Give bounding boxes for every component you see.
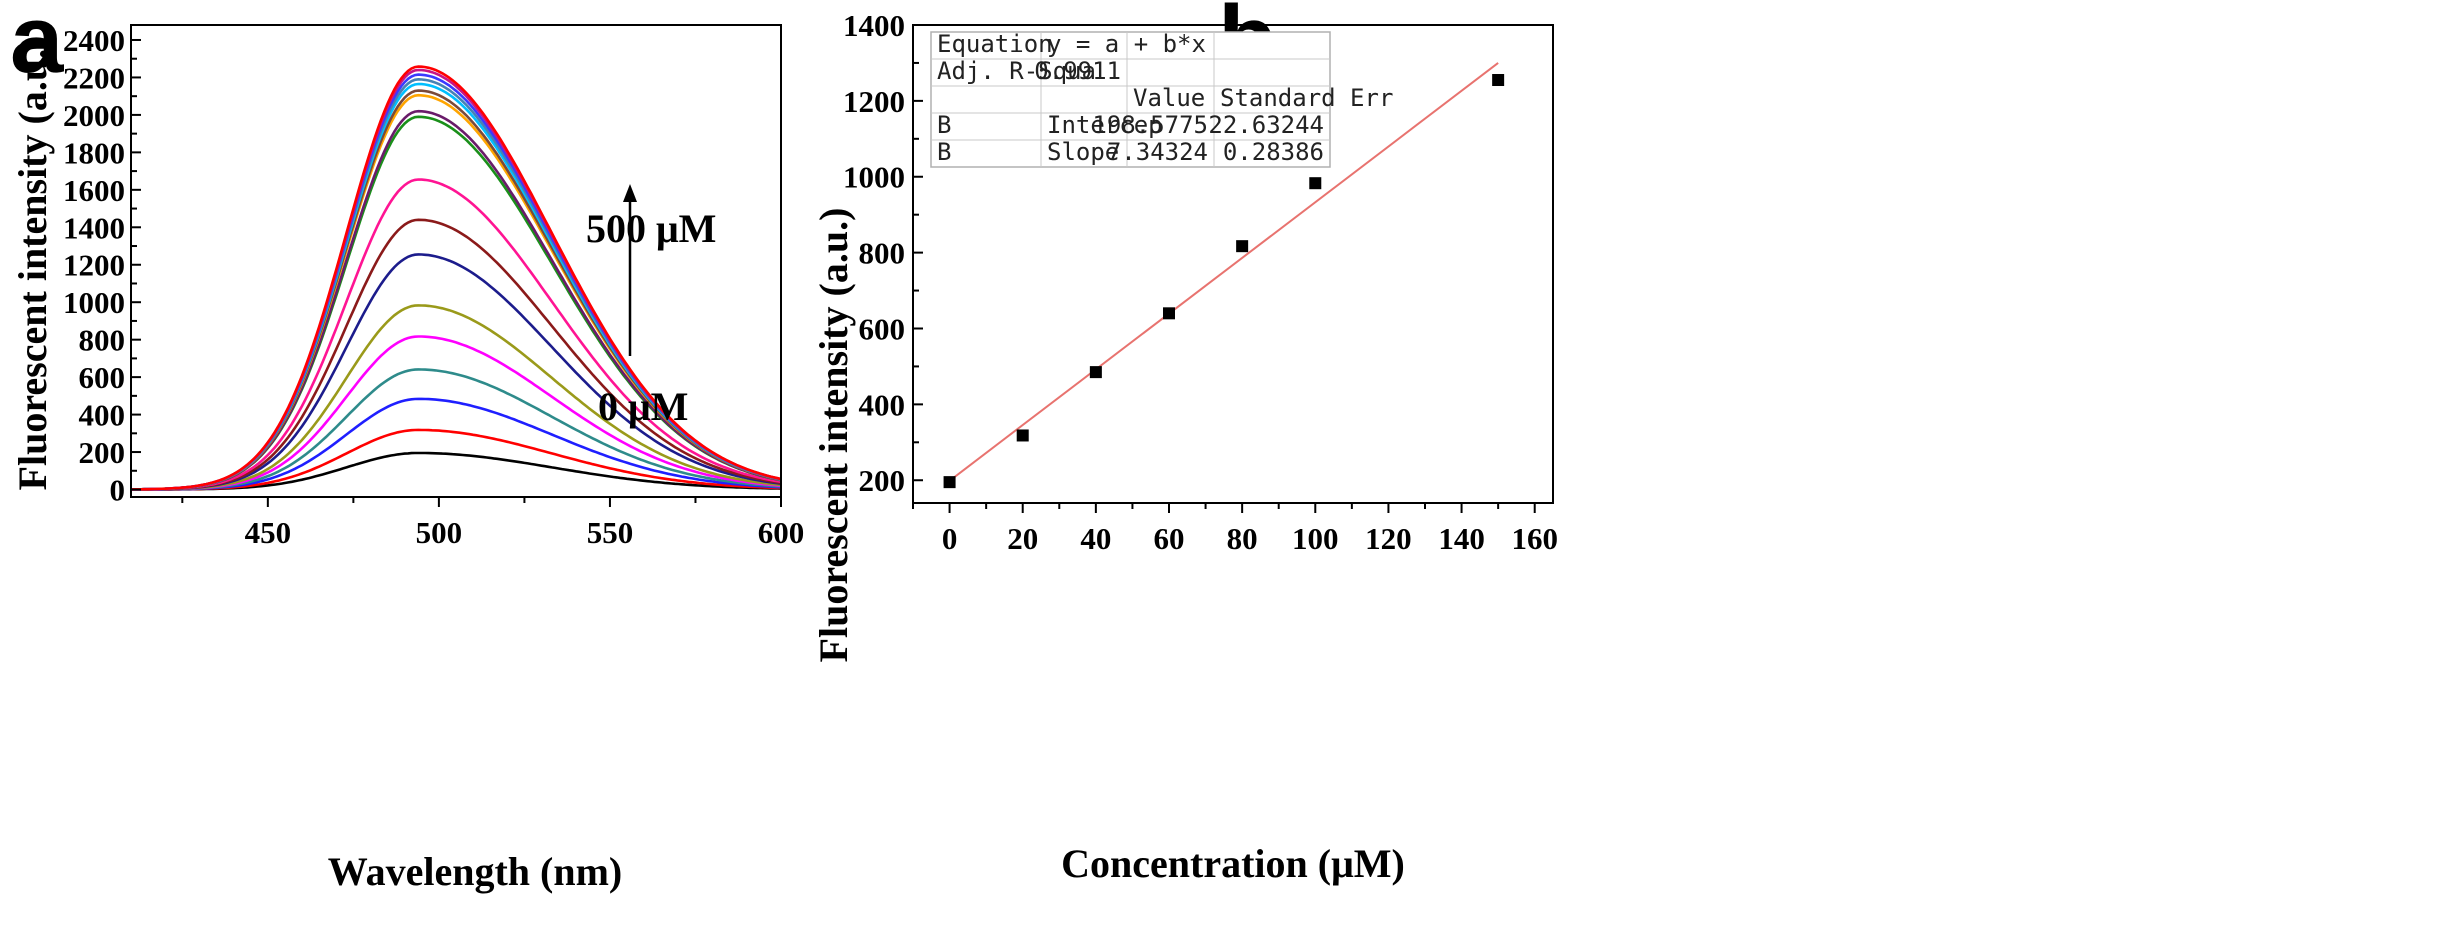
spectrum-curve-2 — [131, 428, 782, 491]
calibration-x-tick-label: 140 — [1438, 521, 1485, 556]
spectrum-curve-4 — [131, 368, 782, 491]
spectrum-curve-5 — [130, 335, 782, 491]
fit-table-cell: Adj. R-Squa — [937, 57, 1096, 85]
data-point — [1163, 307, 1175, 320]
spectra-curves — [130, 65, 782, 491]
spectra-y-tick-label: 1200 — [63, 248, 125, 283]
fit-table-cell: Slope — [1047, 138, 1119, 166]
data-point — [1236, 240, 1249, 253]
calibration-x-axis-label: Concentration (μM) — [1061, 841, 1405, 886]
annotation-500um: 500 μM — [586, 206, 716, 251]
fit-table-cell: Value — [1133, 84, 1205, 112]
data-point — [1492, 74, 1505, 87]
calibration-y-tick-label: 800 — [859, 236, 906, 271]
fit-table-cell: 22.63244 — [1208, 111, 1324, 139]
spectra-x-axis-label: Wavelength (nm) — [328, 849, 622, 894]
fit-table-cell: y = a + b*x — [1047, 30, 1206, 58]
calibration-x-tick-label: 0 — [942, 521, 958, 556]
calibration-y-tick-label: 1000 — [843, 160, 905, 195]
spectra-x-tick-label: 550 — [587, 515, 634, 550]
spectra-y-ticks: 0200400600800100012001400160018002000220… — [63, 23, 141, 508]
fit-table-cell: B — [937, 138, 951, 166]
calibration-x-ticks: 0 20 40 60 80 100 120 140 160 — [912, 503, 1558, 556]
calibration-chart: 200 400 600 800 1000 1200 1400 0 20 40 60 80 100 120… — [811, 8, 1558, 886]
calibration-x-tick-label: 100 — [1292, 521, 1339, 556]
spectra-x-ticks: 450 500 550 600 — [181, 497, 805, 550]
concentration-arrow — [623, 184, 637, 356]
data-point — [1016, 429, 1029, 442]
fit-table-cell: Equation — [937, 30, 1053, 58]
panel-a-label: a — [10, 0, 64, 93]
calibration-x-tick-label: 60 — [1154, 521, 1185, 556]
spectra-y-tick-label: 400 — [79, 398, 126, 433]
spectrum-curve-7 — [131, 253, 782, 491]
spectrum-curve-9 — [131, 178, 782, 491]
spectra-y-tick-label: 1600 — [63, 173, 125, 208]
calibration-x-tick-label: 40 — [1080, 521, 1111, 556]
fit-table-cell: 0.9911 — [1034, 57, 1121, 85]
spectrum-curve-18 — [130, 65, 782, 491]
spectra-y-tick-label: 1800 — [63, 135, 125, 170]
fit-table-frame — [930, 31, 1331, 168]
spectra-x-tick-label: 600 — [758, 515, 805, 550]
calibration-y-tick-label: 1400 — [843, 8, 905, 43]
spectra-y-tick-label: 600 — [79, 360, 126, 395]
spectra-y-tick-label: 1000 — [63, 285, 125, 320]
calibration-y-tick-label: 400 — [859, 387, 906, 422]
calibration-y-tick-label: 600 — [859, 311, 906, 346]
spectra-y-tick-label: 2000 — [63, 98, 125, 133]
spectra-plot-frame — [130, 24, 782, 498]
calibration-points — [943, 74, 1505, 489]
fit-table-cell: B — [937, 111, 951, 139]
annotation-0um: 0 μM — [598, 384, 688, 429]
spectra-y-tick-label: 800 — [79, 323, 126, 358]
calibration-x-tick-label: 20 — [1007, 521, 1038, 556]
spectra-y-tick-label: 2200 — [63, 60, 125, 95]
spectra-y-axis-label: Fluorescent intensity (a.u.) — [10, 36, 55, 491]
calibration-y-axis-label: Fluorescent intensity (a.u.) — [811, 208, 856, 663]
data-point — [1089, 366, 1102, 379]
fit-table-cell: 7.34324 — [1107, 138, 1208, 166]
fit-table-cell: 0.28386 — [1223, 138, 1324, 166]
calibration-x-tick-label: 80 — [1227, 521, 1258, 556]
spectra-x-tick-label: 450 — [245, 515, 292, 550]
spectra-chart: 0200400600800100012001400160018002000220… — [10, 23, 804, 894]
data-point — [943, 476, 956, 489]
spectrum-curve-6 — [131, 304, 782, 491]
spectra-y-tick-label: 0 — [110, 473, 126, 508]
calibration-y-tick-label: 1200 — [843, 84, 905, 119]
spectra-y-tick-label: 1400 — [63, 210, 125, 245]
spectra-x-tick-label: 500 — [416, 515, 463, 550]
spectrum-curve-8 — [131, 218, 782, 491]
calibration-y-tick-label: 200 — [859, 463, 906, 498]
fit-table-cell: Standard Err — [1220, 84, 1393, 112]
spectra-y-tick-label: 2400 — [63, 23, 125, 58]
linear-fit-line — [948, 62, 1499, 482]
spectra-y-tick-label: 200 — [79, 435, 126, 470]
calibration-y-ticks: 200 400 600 800 1000 1200 1400 — [843, 8, 923, 498]
calibration-plot-frame — [912, 24, 1554, 504]
spectrum-curve-3 — [131, 397, 782, 491]
fit-table-cell: Intercep — [1047, 111, 1163, 139]
calibration-x-tick-label: 120 — [1365, 521, 1412, 556]
data-point — [1309, 177, 1322, 190]
fit-table-cell: 198.5775 — [1092, 111, 1208, 139]
calibration-x-tick-label: 160 — [1511, 521, 1558, 556]
